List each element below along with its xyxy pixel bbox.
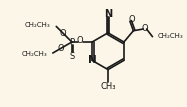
- Text: CH₂CH₃: CH₂CH₃: [25, 22, 51, 28]
- Text: P: P: [69, 38, 74, 47]
- Text: O: O: [59, 29, 66, 38]
- Text: O: O: [128, 15, 135, 24]
- Text: S: S: [69, 52, 74, 61]
- Text: N: N: [88, 55, 96, 65]
- Text: O: O: [58, 44, 65, 53]
- Text: N: N: [104, 9, 112, 19]
- Text: CH₃: CH₃: [100, 82, 116, 91]
- Text: CH₂CH₃: CH₂CH₃: [22, 51, 47, 57]
- Text: O: O: [142, 25, 148, 33]
- Text: CH₂CH₃: CH₂CH₃: [158, 33, 184, 39]
- Text: O: O: [77, 36, 83, 45]
